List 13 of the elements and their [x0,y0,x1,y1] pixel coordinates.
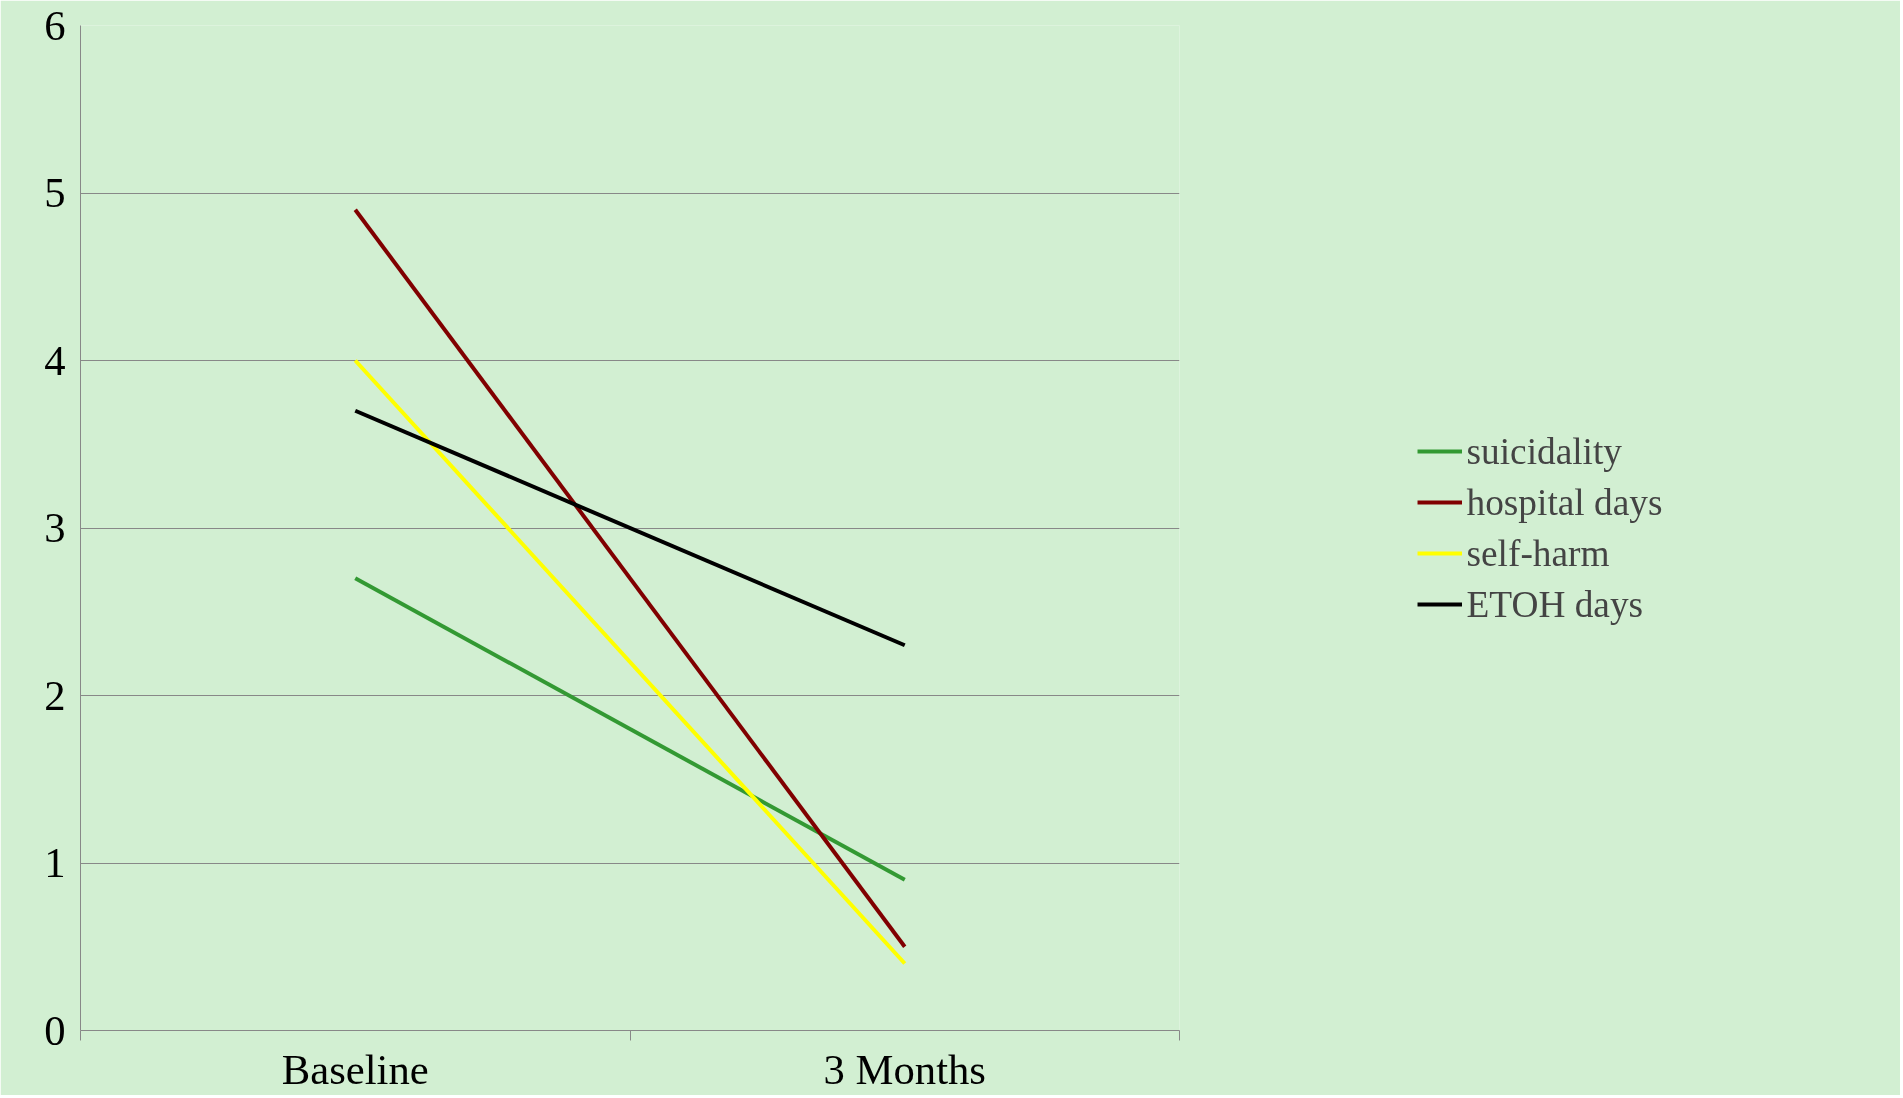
y-tick-label: 6 [44,1,66,49]
legend-label: hospital days [1466,480,1663,524]
y-tick-label: 0 [44,1006,66,1054]
legend-label: suicidality [1466,429,1623,473]
y-tick-label: 5 [44,169,66,216]
y-tick-label: 4 [44,336,66,384]
legend-label: self-harm [1466,531,1610,575]
y-tick-label: 1 [44,839,66,886]
x-tick-label: Baseline [281,1045,429,1093]
legend-label: ETOH days [1466,582,1644,626]
y-tick-label: 2 [44,671,66,719]
y-tick-label: 3 [44,504,66,551]
x-tick-label: 3 Months [823,1045,986,1093]
